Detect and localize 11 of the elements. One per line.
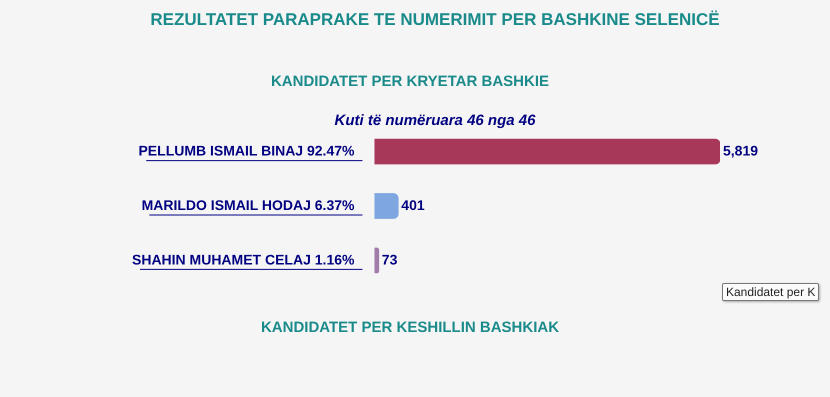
data-label: 401: [401, 196, 425, 213]
data-label: 5,819: [723, 142, 758, 158]
y-tick-label: MARILDO ISMAIL HODAJ 6.37%: [142, 196, 356, 213]
y-tick-label: PELLUMB ISMAIL BINAJ 92.47%: [138, 142, 356, 158]
text: Kandidatet per K: [722, 283, 820, 301]
text: KANDIDATET PER KESHILLIN BASHKIAK: [260, 319, 560, 336]
data-label: 73: [382, 251, 398, 268]
annotation: Kuti të numëruara 46 nga 46: [334, 112, 536, 129]
chart-title: REZULTATET PARAPRAKE TE NUMERIMIT PER BASHKINE SELENICË: [149, 10, 721, 30]
chart-subtitle: KANDIDATET PER KRYETAR BASHKIE: [270, 73, 550, 90]
y-tick-label: SHAHIN MUHAMET CELAJ 1.16%: [132, 251, 356, 268]
